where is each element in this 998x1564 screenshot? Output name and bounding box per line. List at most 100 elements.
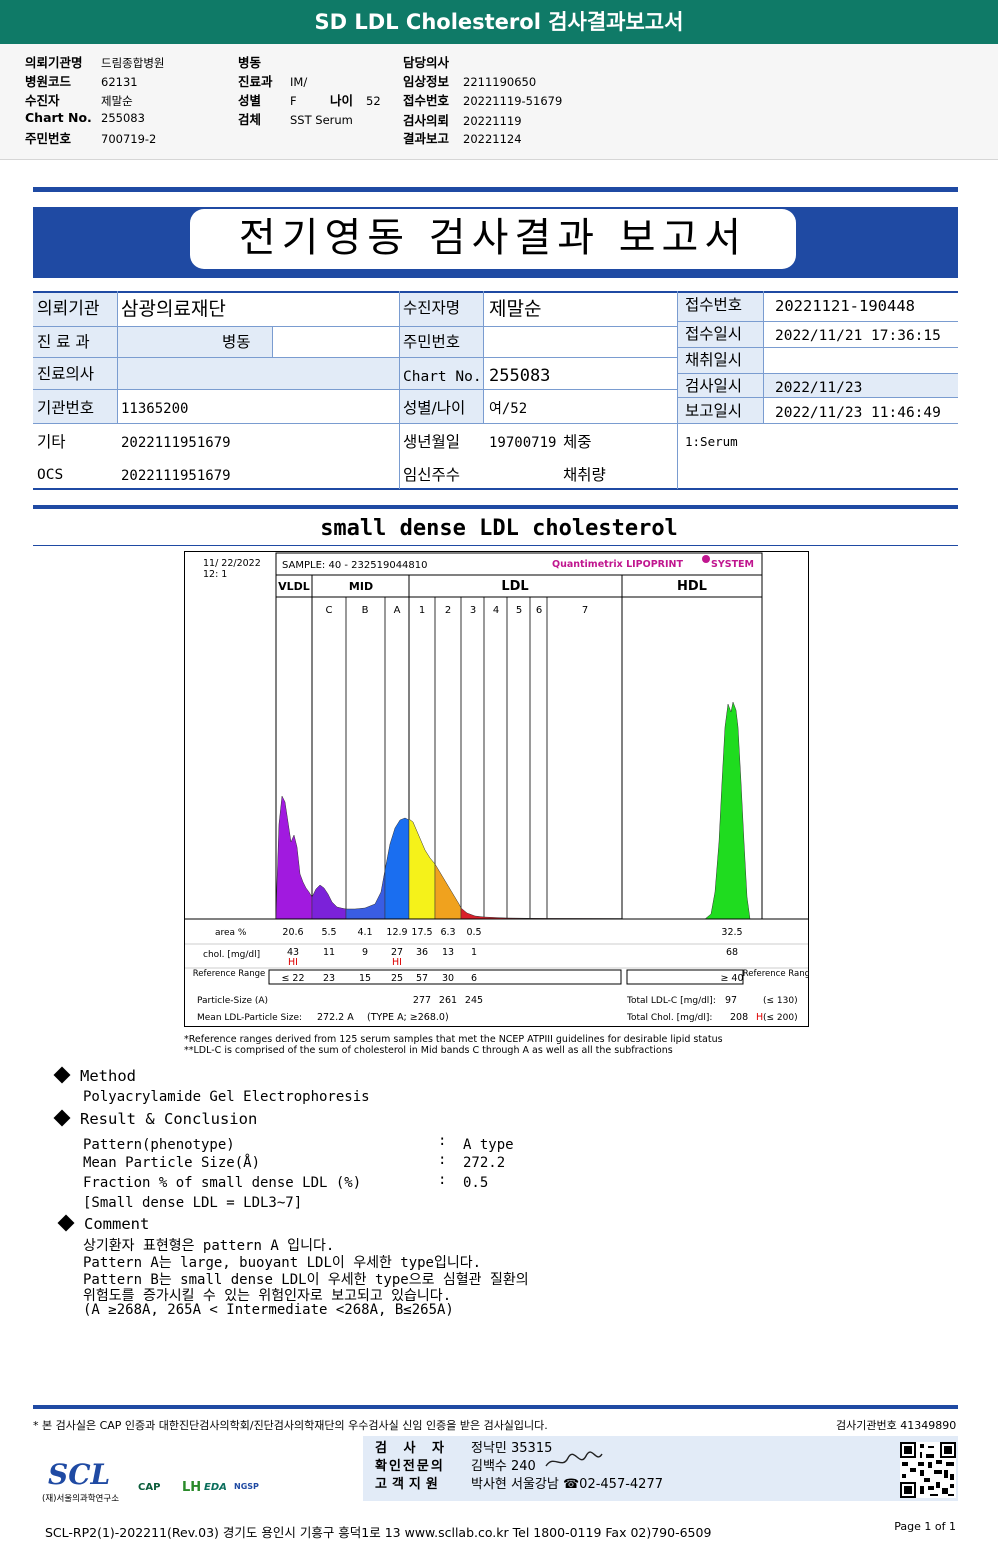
label-pregnancy: 임신주수 [403,466,461,484]
band-label-3: 3 [470,605,476,616]
band-label-a: A [394,605,401,616]
report-title: 전기영동 검사결과 보고서 [190,209,796,269]
row-label-ref: Reference Range [193,969,265,979]
row-label-area: area % [215,928,247,938]
value-patient: 제말순 [489,298,542,320]
comment-line: (A ≥268A, 265A < Intermediate <268A, B≤2… [83,1302,454,1318]
ref-value-3: 25 [391,973,403,984]
result-key: Mean Particle Size(Å) [83,1155,261,1171]
total-chol-flag: H [756,1012,763,1023]
ref-value-2: 15 [359,973,371,984]
chol-value-5: 13 [442,947,454,958]
staff-specialist: 확인전문의 김백수 240 [375,1459,536,1474]
flag-hi-a: HI [392,957,402,968]
value-institution: 삼광의료재단 [121,298,226,320]
ref-value-6: 6 [471,973,477,984]
peak-hdl [704,701,751,920]
footnote-1: *Reference ranges derived from 125 serum… [184,1034,723,1045]
label-etc: 기타 [37,433,66,451]
top-field: 담당의사 [403,55,450,70]
result-note: [Small dense LDL = LDL3~7] [83,1195,303,1211]
chol-value-2: 9 [362,947,368,958]
band-label-7: 7 [582,605,588,616]
value-etc: 2022111951679 [121,435,231,451]
section-rule-bottom [33,545,958,546]
value-chart-no: 255083 [489,366,551,386]
total-ldl-label: Total LDL-C [mg/dl]: [626,996,716,1006]
total-chol-label: Total Chol. [mg/dl]: [626,1013,712,1023]
value-institution-no: 11365200 [121,401,189,417]
chol-value-4: 36 [416,947,428,958]
cap-logo: CAP [138,1482,161,1493]
label-test-datetime: 검사일시 [685,377,743,395]
value-report-datetime: 2022/11/23 11:46:49 [775,405,941,421]
diamond-bullet-icon [53,1066,71,1083]
result-colon: : [438,1133,447,1149]
total-ldl-value: 97 [725,995,737,1006]
top-field-age: 나이 52 [330,93,381,108]
chol-value-0: 43 [287,947,299,958]
lh-logo: LH [182,1480,202,1495]
comment-line: Pattern A는 large, buoyant LDL이 우세한 type입… [83,1255,482,1271]
signature-icon [545,1451,603,1467]
lipoprint-chart: 11/ 22/2022 12: 1 SAMPLE: 40 - 232519044… [184,551,809,1027]
label-collection-datetime: 채취일시 [685,351,743,369]
value-birth: 19700719 [489,435,557,451]
band-label-c: C [326,605,333,616]
ref-value-0: ≤ 22 [281,973,304,984]
label-receipt-no: 접수번호 [685,296,743,314]
ref-value-4: 57 [416,973,428,984]
area-value-2: 4.1 [357,927,372,938]
chart-brand: Quantimetrix LIPOPRINT [552,559,683,570]
peak-mid-c [311,884,347,920]
ref-value-5: 30 [442,973,454,984]
comment-heading: Comment [57,1214,149,1233]
ref-value-7: ≥ 40 [720,973,743,984]
mean-size-value: 272.2 A [317,1012,354,1023]
chart-brand-mark [702,555,710,563]
label-institution: 의뢰기관 [37,299,100,319]
group-label-hdl: HDL [677,579,707,594]
label-receipt-datetime: 접수일시 [685,325,743,343]
top-field: 결과보고 20221124 [403,131,522,146]
patient-info-table: 의뢰기관 진 료 과 진료의사 기관번호 기타 OCS 삼광의료재단 병동 11… [33,291,958,490]
eda-logo: EDA [204,1482,227,1493]
label-chart-no: Chart No. [403,369,482,385]
page-number: Page 1 of 1 [894,1520,956,1533]
peak-vldl [275,795,313,920]
chol-value-3: 27 [391,947,403,958]
result-colon: : [438,1152,447,1168]
band-label-4: 4 [493,605,499,616]
top-field: 수진자 제말순 [25,93,133,108]
value-specimen: 1:Serum [685,434,738,449]
mean-size-label: Mean LDL-Particle Size: [197,1013,302,1023]
area-value-7: 32.5 [721,927,742,938]
method-heading: Method [53,1066,136,1085]
result-key: Pattern(phenotype) [83,1137,235,1153]
total-chol-ref: (≤ 200) [763,1013,798,1023]
area-value-6: 0.5 [466,927,481,938]
label-patient: 수진자명 [403,299,461,317]
footer-rule [33,1405,958,1409]
certification-note: * 본 검사실은 CAP 인증과 대한진단검사의학회/진단검사의학재단의 우수검… [33,1419,548,1432]
label-volume: 채취량 [563,466,606,484]
result-value: 0.5 [463,1175,489,1191]
total-ldl-ref: (≤ 130) [763,996,798,1006]
label-department: 진 료 과 [37,333,90,351]
footnote-2: **LDL-C is comprised of the sum of chole… [184,1045,673,1056]
result-key: Fraction % of small dense LDL (%) [83,1175,362,1191]
mean-size-type: (TYPE A; ≥268.0) [367,1012,449,1023]
result-colon: : [438,1172,447,1188]
section-rule-top [33,505,958,509]
value-department: 병동 [222,333,251,351]
band-label-2: 2 [445,605,451,616]
top-field: 임상정보 2211190650 [403,74,537,89]
value-sex-age: 여/52 [489,401,528,417]
chart-sample: SAMPLE: 40 - 232519044810 [282,560,428,571]
chol-value-6: 1 [471,947,477,958]
result-value: A type [463,1137,514,1153]
chol-value-1: 11 [323,947,335,958]
result-value: 272.2 [463,1155,506,1171]
chart-date: 11/ 22/2022 [203,558,261,569]
top-field: 진료과 IM/ [238,74,308,89]
